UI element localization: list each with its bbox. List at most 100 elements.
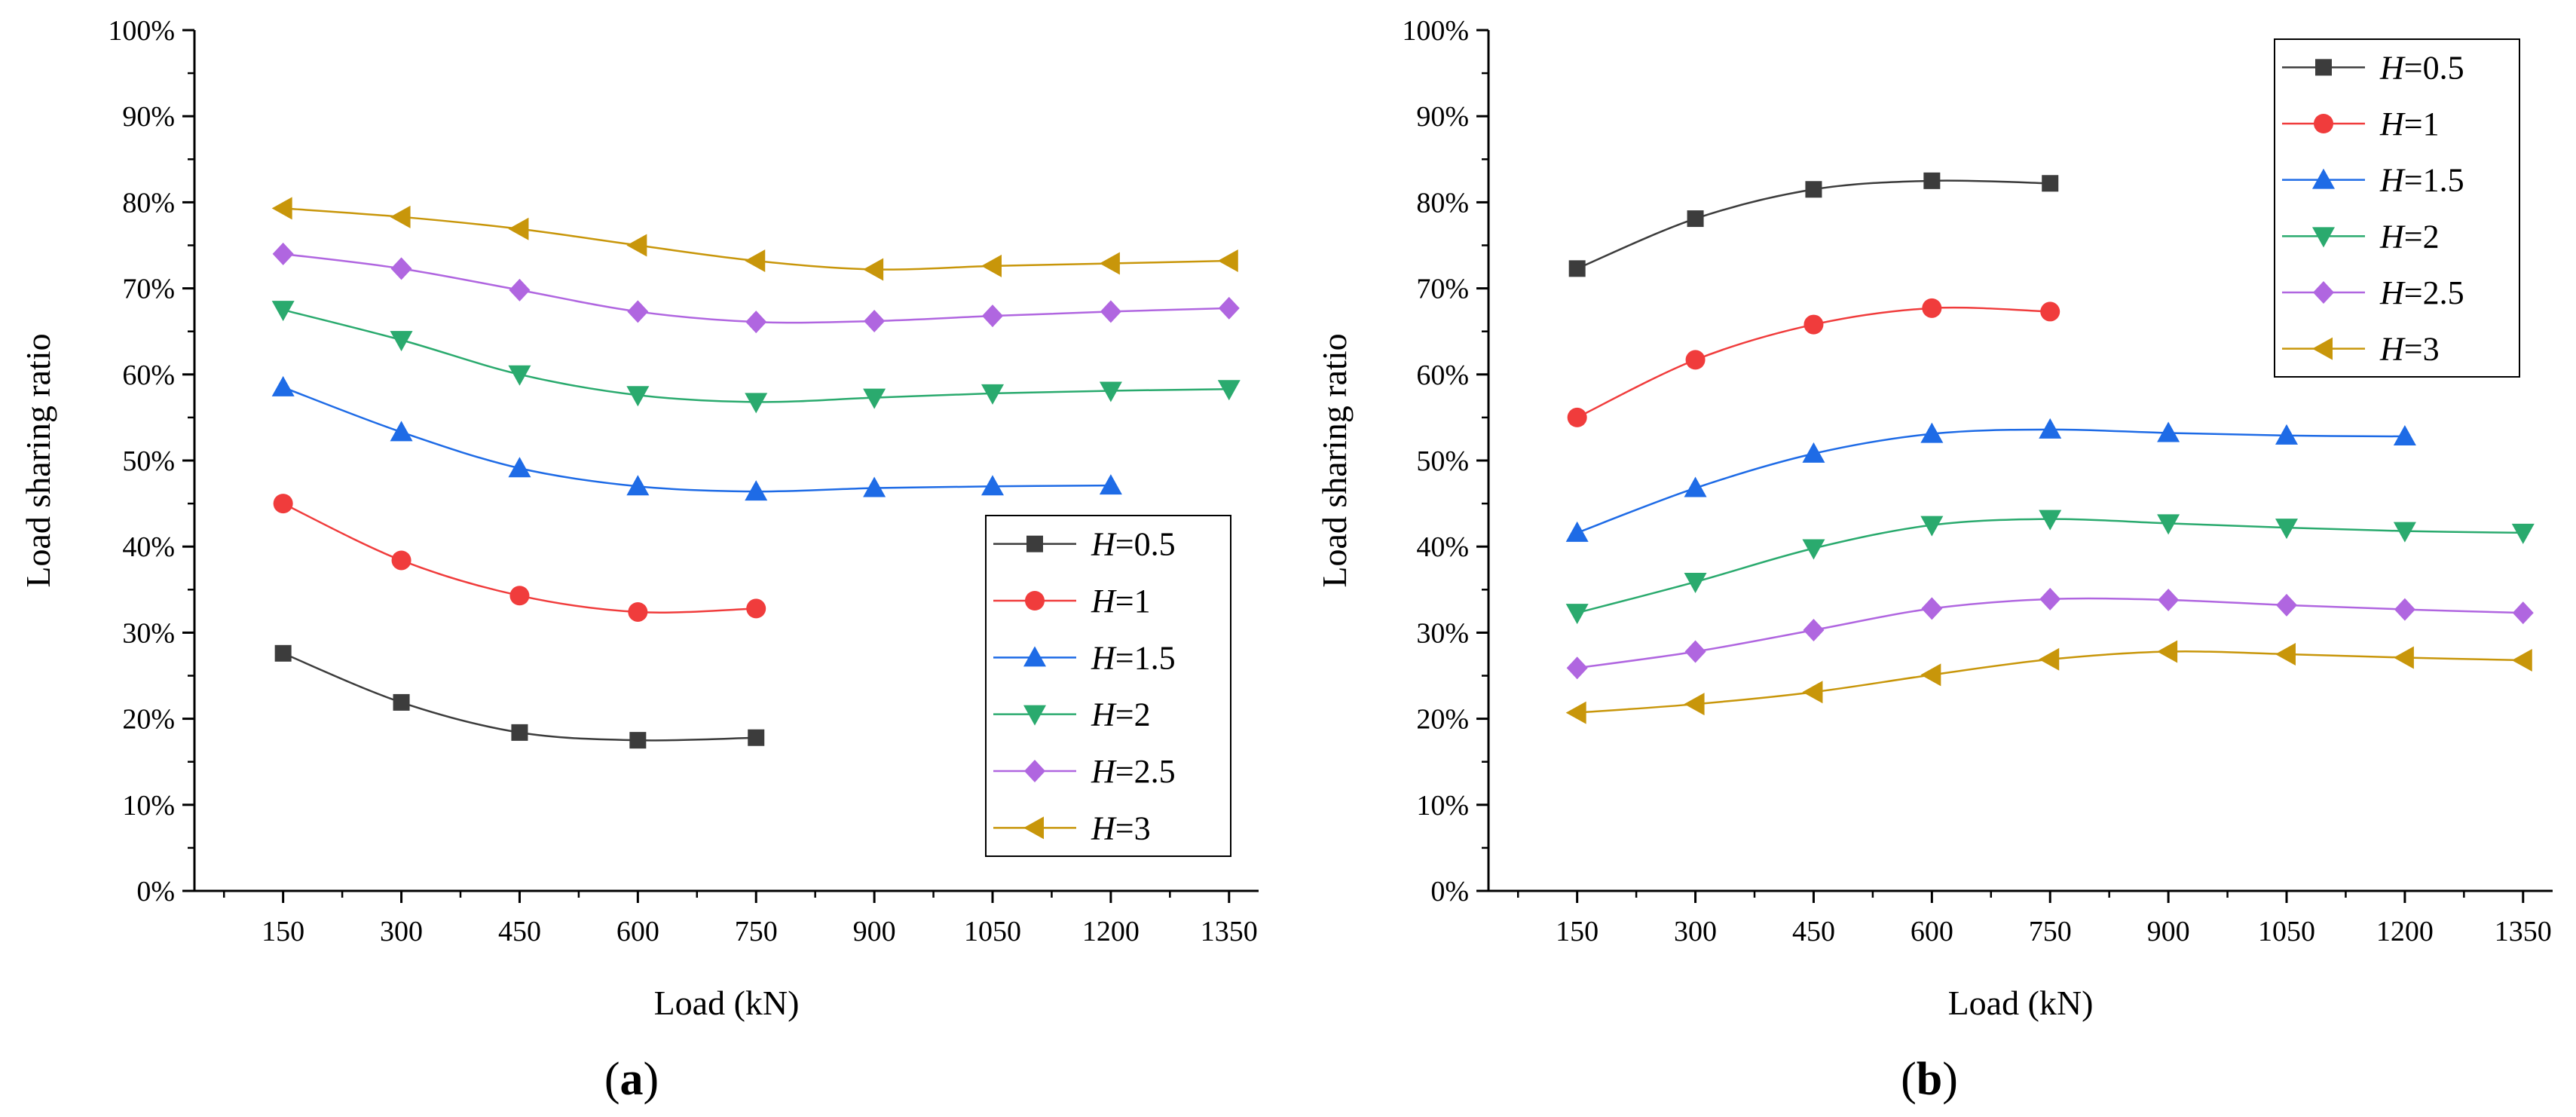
data-point bbox=[2157, 421, 2180, 442]
data-point bbox=[1920, 516, 1944, 537]
y-tick-label: 0% bbox=[136, 876, 175, 907]
y-tick-label: 30% bbox=[1416, 617, 1469, 649]
x-tick-label: 750 bbox=[735, 916, 778, 947]
data-point bbox=[1099, 252, 1120, 275]
legend-label: H=3 bbox=[2379, 331, 2440, 368]
x-tick-label: 1350 bbox=[1201, 916, 1258, 947]
data-point bbox=[1684, 573, 1707, 594]
data-point bbox=[1567, 407, 1587, 427]
data-point bbox=[391, 550, 411, 571]
data-point bbox=[1802, 539, 1825, 560]
legend-item: H=3 bbox=[993, 809, 1151, 846]
series-H=1.5 bbox=[271, 375, 1122, 501]
legend-item: H=2.5 bbox=[2282, 274, 2464, 311]
data-point bbox=[2275, 424, 2298, 445]
x-tick-label: 600 bbox=[1911, 916, 1953, 947]
data-point bbox=[1565, 701, 1586, 724]
legend-marker bbox=[1026, 535, 1043, 552]
x-tick-label: 450 bbox=[1792, 916, 1835, 947]
data-point bbox=[2275, 642, 2296, 666]
series-line bbox=[1577, 428, 2405, 534]
x-axis-label: Load (kN) bbox=[654, 984, 800, 1022]
data-point bbox=[2157, 514, 2180, 535]
data-point bbox=[2393, 522, 2416, 543]
data-point bbox=[2039, 510, 2062, 531]
legend-item: H=3 bbox=[2282, 331, 2440, 368]
y-tick-label: 40% bbox=[122, 531, 175, 563]
legend-label: H=0.5 bbox=[1091, 526, 1176, 563]
x-tick-label: 150 bbox=[262, 916, 304, 947]
y-tick-label: 80% bbox=[122, 187, 175, 219]
data-point bbox=[1921, 597, 1943, 620]
legend-label: H=2 bbox=[2379, 218, 2440, 255]
data-point bbox=[2393, 646, 2414, 669]
data-point bbox=[745, 393, 768, 414]
data-point bbox=[1685, 350, 1706, 370]
data-point bbox=[511, 724, 528, 741]
data-point bbox=[509, 278, 531, 301]
data-point bbox=[1923, 172, 1941, 189]
series-H=2 bbox=[1565, 510, 2535, 625]
x-tick-label: 900 bbox=[2147, 916, 2190, 947]
legend-marker bbox=[2314, 114, 2333, 133]
legend-item: H=2 bbox=[2282, 218, 2440, 255]
data-point bbox=[1920, 663, 1941, 687]
data-point bbox=[1568, 260, 1586, 277]
data-point bbox=[509, 586, 530, 606]
series-H=3 bbox=[271, 197, 1238, 281]
data-point bbox=[1217, 380, 1241, 401]
legend-marker bbox=[1023, 705, 1046, 726]
legend-marker bbox=[2312, 337, 2333, 360]
x-tick-label: 1200 bbox=[1082, 916, 1140, 947]
y-tick-label: 30% bbox=[122, 617, 175, 649]
data-point bbox=[1802, 442, 1825, 463]
y-axis-label: Load sharing ratio bbox=[19, 333, 57, 587]
legend-item: H=1.5 bbox=[993, 639, 1176, 676]
data-point bbox=[1100, 300, 1121, 323]
legend-box bbox=[985, 515, 1231, 857]
series-H=1 bbox=[1567, 298, 2060, 427]
y-tick-label: 60% bbox=[1416, 360, 1469, 391]
data-point bbox=[2512, 601, 2534, 625]
data-point bbox=[1099, 381, 1122, 402]
legend-item: H=2 bbox=[993, 696, 1151, 733]
data-point bbox=[1687, 210, 1704, 228]
data-point bbox=[981, 254, 1002, 277]
data-point bbox=[1565, 521, 1589, 542]
data-point bbox=[1566, 656, 1588, 680]
data-point bbox=[745, 311, 767, 334]
data-point bbox=[628, 601, 648, 622]
legend-item: H=0.5 bbox=[2282, 49, 2464, 86]
legend-marker bbox=[1023, 816, 1044, 840]
data-point bbox=[2039, 587, 2061, 611]
legend: H=0.5 H=1 H=1.5 H=2 H=2.5 H=3 bbox=[985, 515, 1231, 857]
data-point bbox=[271, 375, 295, 396]
data-point bbox=[629, 732, 647, 749]
legend-item: H=2.5 bbox=[993, 753, 1176, 790]
legend-label: H=3 bbox=[1091, 809, 1151, 846]
y-tick-label: 10% bbox=[1416, 790, 1469, 822]
data-point bbox=[1805, 181, 1822, 198]
legend-item: H=1.5 bbox=[2282, 162, 2464, 199]
x-tick-label: 1050 bbox=[964, 916, 1021, 947]
data-point bbox=[1218, 296, 1240, 320]
x-tick-label: 900 bbox=[853, 916, 896, 947]
y-tick-label: 20% bbox=[122, 704, 175, 736]
x-tick-label: 300 bbox=[380, 916, 423, 947]
data-point bbox=[1684, 476, 1707, 497]
data-point bbox=[863, 388, 886, 409]
data-point bbox=[626, 386, 650, 407]
data-point bbox=[2511, 523, 2535, 544]
data-point bbox=[863, 476, 886, 497]
data-point bbox=[2276, 593, 2297, 617]
data-point bbox=[863, 258, 884, 281]
x-tick-label: 750 bbox=[2029, 916, 2072, 947]
data-point bbox=[1099, 474, 1122, 495]
panel-label: (b) bbox=[1901, 1054, 1958, 1105]
data-point bbox=[627, 300, 649, 323]
legend-item: H=1 bbox=[993, 583, 1151, 620]
y-tick-label: 60% bbox=[122, 360, 175, 391]
panel-a: 0% 10% 20% 30% 40% 50% 60% 70% 80% 90% 100% 150 300 4… bbox=[19, 15, 1259, 1105]
y-tick-label: 40% bbox=[1416, 531, 1469, 563]
series-H=0.5 bbox=[274, 644, 765, 749]
